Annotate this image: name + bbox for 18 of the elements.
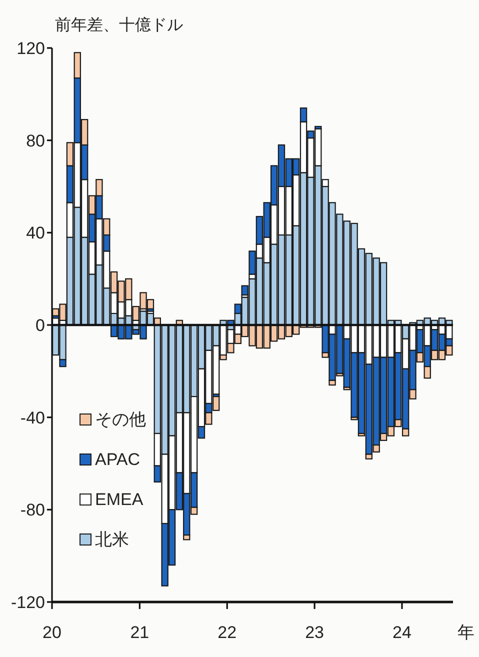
y-tick-label: 40	[26, 224, 45, 243]
x-tick-label: 22	[218, 623, 237, 642]
legend-label: 北米	[95, 530, 129, 549]
y-tick-label: 0	[36, 316, 45, 335]
y-tick-label: -120	[10, 593, 45, 612]
y-tick-label: 120	[16, 39, 45, 58]
y-tick-label: -80	[20, 500, 45, 520]
y-axis-title: 前年差、十億ドル	[55, 16, 183, 34]
x-axis-title: 年	[458, 623, 474, 642]
x-tick-label: 24	[392, 623, 412, 642]
x-tick-label: 23	[305, 623, 324, 642]
legend-label: その他	[95, 410, 146, 429]
y-tick-label: 80	[26, 131, 45, 150]
x-tick-label: 21	[130, 623, 150, 642]
y-tick-label: -40	[20, 408, 45, 428]
legend-label: APAC	[95, 450, 140, 469]
x-tick-label: 20	[42, 623, 62, 642]
legend-label: EMEA	[95, 490, 144, 509]
